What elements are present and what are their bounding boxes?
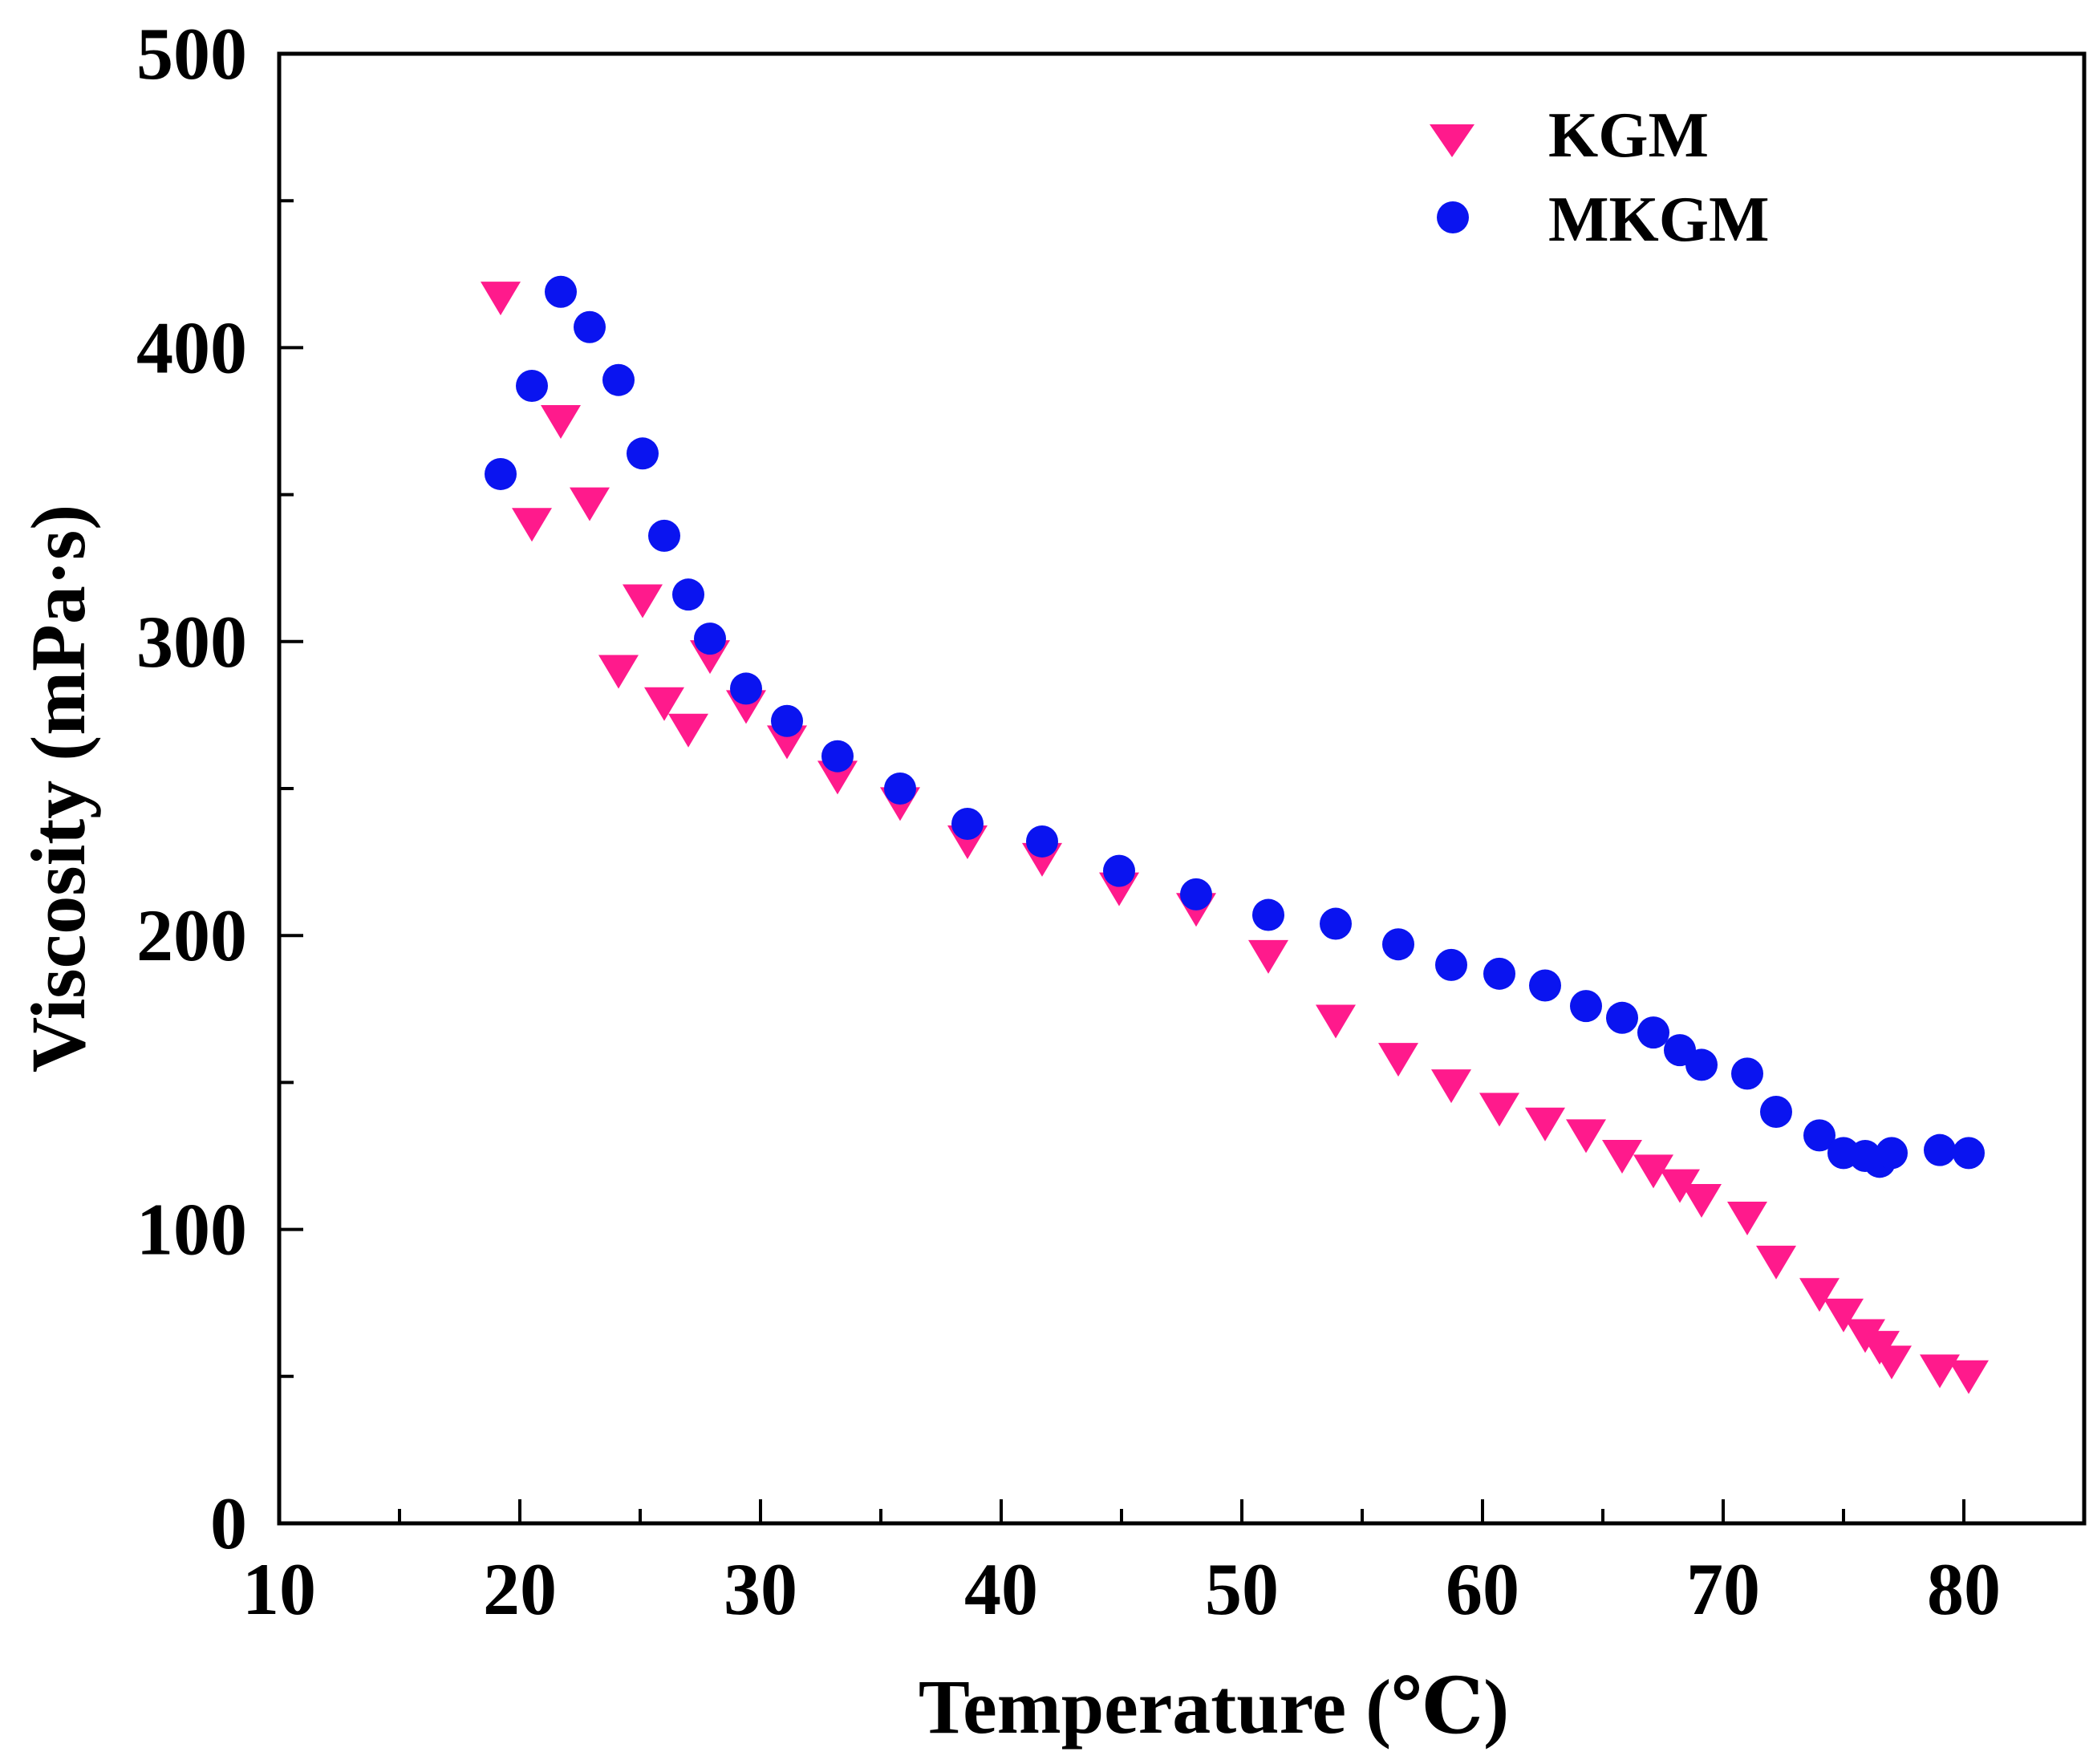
mkgm-point xyxy=(694,622,726,655)
plot-frame xyxy=(277,51,2087,1526)
kgm-point xyxy=(644,687,684,721)
kgm-point xyxy=(623,584,663,618)
kgm-point xyxy=(1872,1345,1912,1380)
mkgm-point xyxy=(602,363,635,396)
kgm-point xyxy=(1633,1154,1673,1189)
x-axis-title: Temperature (℃) xyxy=(919,1664,1509,1750)
kgm-point xyxy=(570,487,610,521)
mkgm-point xyxy=(648,519,680,552)
mkgm-point xyxy=(1760,1096,1792,1129)
kgm-point xyxy=(1602,1140,1642,1174)
y-tick-label: 300 xyxy=(136,601,247,683)
mkgm-point xyxy=(627,437,659,470)
x-tick-label: 80 xyxy=(1927,1548,2001,1630)
kgm-point xyxy=(1316,1004,1356,1039)
mkgm-point xyxy=(1320,907,1352,940)
y-tick-label: 400 xyxy=(136,306,247,388)
series-mkgm xyxy=(485,275,1985,1178)
kgm-point xyxy=(481,282,521,316)
kgm-point xyxy=(1479,1093,1519,1127)
legend: KGM MKGM xyxy=(1430,100,1769,255)
mkgm-point xyxy=(574,310,606,343)
mkgm-point xyxy=(672,578,704,611)
mkgm-point xyxy=(1435,948,1467,981)
mkgm-point xyxy=(1637,1016,1669,1049)
mkgm-point xyxy=(884,773,916,805)
mkgm-point xyxy=(1876,1137,1908,1170)
mkgm-point xyxy=(1529,969,1561,1002)
x-axis-ticks: 10 20 30 40 50 60 70 80 xyxy=(242,1499,2001,1630)
legend-marker-mkgm xyxy=(1437,201,1469,233)
x-tick-label: 30 xyxy=(724,1548,797,1630)
kgm-point xyxy=(1756,1245,1796,1279)
legend-label-mkgm: MKGM xyxy=(1548,185,1769,255)
mkgm-point xyxy=(1180,878,1212,910)
mkgm-point xyxy=(1103,854,1135,887)
kgm-point xyxy=(1920,1354,1960,1389)
kgm-point xyxy=(1660,1169,1700,1203)
kgm-point xyxy=(817,760,858,795)
x-tick-label: 50 xyxy=(1205,1548,1279,1630)
mkgm-point xyxy=(1953,1137,1985,1170)
kgm-point xyxy=(1681,1183,1722,1218)
mkgm-point xyxy=(771,704,803,737)
mkgm-point xyxy=(485,457,517,490)
mkgm-point xyxy=(1026,825,1058,858)
mkgm-point xyxy=(1483,957,1515,990)
kgm-point xyxy=(1949,1360,1989,1394)
x-tick-label: 40 xyxy=(964,1548,1038,1630)
legend-marker-kgm xyxy=(1430,124,1474,157)
kgm-point xyxy=(1378,1043,1418,1077)
mkgm-point xyxy=(730,672,762,705)
mkgm-point xyxy=(1803,1119,1835,1152)
mkgm-point xyxy=(516,370,548,403)
kgm-point xyxy=(1727,1201,1767,1235)
kgm-point xyxy=(1525,1107,1565,1142)
y-axis-ticks: 0 100 200 300 400 500 xyxy=(136,13,303,1564)
x-tick-label: 10 xyxy=(242,1548,316,1630)
y-tick-label: 0 xyxy=(210,1482,247,1564)
x-tick-label: 20 xyxy=(483,1548,557,1630)
mkgm-point xyxy=(1382,928,1414,961)
kgm-point xyxy=(1799,1278,1840,1312)
kgm-point xyxy=(1248,939,1288,974)
kgm-point xyxy=(598,655,639,689)
mkgm-point xyxy=(545,275,577,308)
kgm-point xyxy=(668,713,708,748)
mkgm-point xyxy=(1570,990,1602,1023)
y-tick-label: 500 xyxy=(136,13,247,95)
y-tick-label: 200 xyxy=(136,894,247,976)
x-tick-label: 60 xyxy=(1446,1548,1519,1630)
mkgm-point xyxy=(1685,1048,1718,1081)
data-series xyxy=(481,275,1989,1394)
kgm-point xyxy=(1823,1298,1864,1332)
y-axis-title: Viscosity (mPa·s) xyxy=(15,505,101,1073)
kgm-point xyxy=(512,508,552,542)
series-kgm xyxy=(481,282,1989,1394)
mkgm-point xyxy=(951,807,984,840)
mkgm-point xyxy=(1606,1001,1638,1034)
kgm-point xyxy=(767,725,807,760)
mkgm-point xyxy=(1731,1057,1763,1090)
legend-label-kgm: KGM xyxy=(1548,100,1709,171)
x-tick-label: 70 xyxy=(1686,1548,1760,1630)
y-tick-label: 100 xyxy=(136,1189,247,1271)
kgm-point xyxy=(1566,1119,1606,1154)
kgm-point xyxy=(1431,1069,1471,1104)
kgm-point xyxy=(541,405,581,439)
mkgm-point xyxy=(1252,898,1284,931)
mkgm-point xyxy=(1924,1133,1956,1166)
mkgm-point xyxy=(821,740,854,773)
